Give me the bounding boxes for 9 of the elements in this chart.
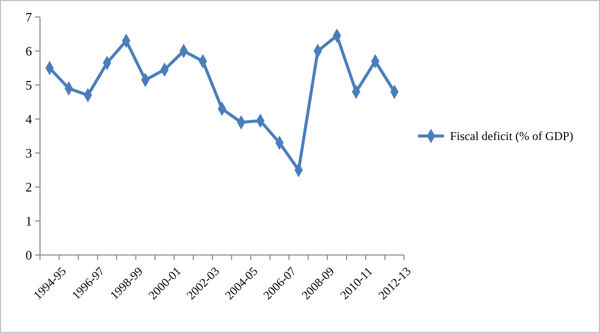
y-tick-label: 2 bbox=[26, 180, 32, 195]
y-tick-label: 3 bbox=[26, 146, 32, 161]
y-tick-label: 0 bbox=[26, 248, 32, 263]
y-tick-label: 7 bbox=[26, 10, 32, 25]
y-tick-label: 5 bbox=[26, 78, 32, 93]
y-tick-label: 4 bbox=[26, 112, 32, 127]
y-tick-label: 1 bbox=[26, 214, 32, 229]
y-tick-label: 6 bbox=[26, 44, 32, 59]
legend-label: Fiscal deficit (% of GDP) bbox=[450, 129, 574, 144]
